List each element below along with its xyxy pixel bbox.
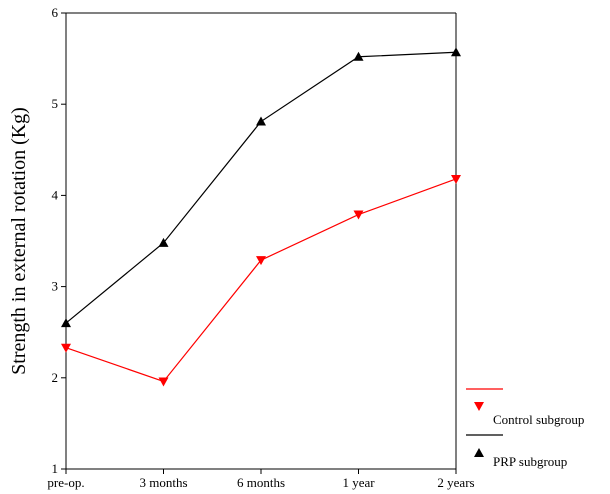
data-point-prp-subgroup [256, 116, 266, 126]
legend-control-marker [474, 402, 484, 411]
data-point-prp-subgroup [451, 47, 461, 57]
series-layer [61, 47, 461, 387]
data-point-prp-subgroup [61, 318, 71, 328]
x-tick-label: 2 years [437, 475, 474, 490]
data-point-control-subgroup [451, 174, 461, 184]
legend-prp-label: PRP subgroup [493, 454, 567, 469]
y-tick-label: 1 [52, 461, 59, 476]
series-line-control-subgroup [65, 178, 457, 383]
y-axis-label: Strength in external rotation (Kg) [8, 107, 30, 375]
data-point-prp-subgroup [353, 51, 364, 61]
legend-control-label: Control subgroup [493, 412, 584, 427]
x-tick-label: pre-op. [47, 475, 84, 490]
y-tick-label: 3 [52, 279, 59, 294]
data-point-prp-subgroup [158, 237, 169, 247]
y-tick-label: 2 [52, 370, 59, 385]
series-control-subgroup [61, 174, 461, 387]
y-tick-label: 4 [52, 187, 59, 202]
x-tick-label: 6 months [237, 475, 285, 490]
data-point-control-subgroup [158, 377, 169, 387]
plot-area [65, 12, 457, 470]
legend: Control subgroup PRP subgroup [466, 388, 584, 469]
x-ticks: pre-op. 3 months 6 months 1 year 2 years [47, 469, 475, 490]
series-line-prp-subgroup [65, 51, 457, 324]
x-tick-label: 1 year [342, 475, 375, 490]
y-tick-label: 6 [52, 5, 59, 20]
legend-prp-marker [474, 448, 484, 457]
series-prp-subgroup [61, 47, 461, 328]
y-ticks: 1 2 3 4 5 6 [52, 5, 66, 476]
data-point-control-subgroup [256, 256, 266, 266]
x-tick-label: 3 months [139, 475, 187, 490]
y-tick-label: 5 [52, 96, 59, 111]
data-point-control-subgroup [353, 210, 364, 220]
data-point-control-subgroup [61, 343, 71, 353]
